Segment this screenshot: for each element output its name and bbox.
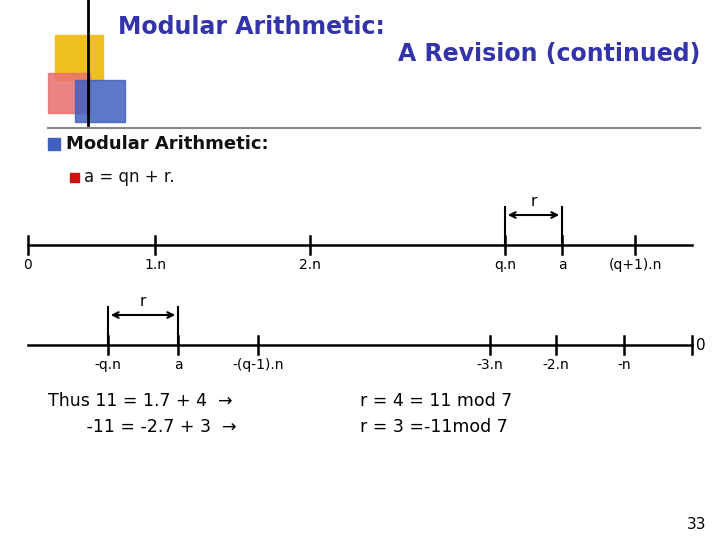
Text: -3.n: -3.n: [477, 358, 503, 372]
Text: -n: -n: [617, 358, 631, 372]
Text: 1.n: 1.n: [144, 258, 166, 272]
Text: r = 3 =-11mod 7: r = 3 =-11mod 7: [360, 418, 508, 436]
Text: 0: 0: [24, 258, 32, 272]
Text: q.n: q.n: [494, 258, 516, 272]
Text: Modular Arithmetic:: Modular Arithmetic:: [66, 135, 269, 153]
Text: A Revision (continued): A Revision (continued): [397, 42, 700, 66]
Bar: [55, 35, 103, 80]
Text: r = 4 = 11 mod 7: r = 4 = 11 mod 7: [360, 392, 512, 410]
Text: -11 = -2.7 + 3  →: -11 = -2.7 + 3 →: [48, 418, 236, 436]
Bar: [70, 173, 79, 182]
Text: 0: 0: [696, 338, 706, 353]
Bar: [48, 73, 90, 113]
Text: -2.n: -2.n: [543, 358, 570, 372]
Text: -(q-1).n: -(q-1).n: [233, 358, 284, 372]
Text: r: r: [531, 194, 536, 209]
Text: Thus 11 = 1.7 + 4  →: Thus 11 = 1.7 + 4 →: [48, 392, 233, 410]
Text: r: r: [140, 294, 146, 309]
Text: Modular Arithmetic:: Modular Arithmetic:: [118, 15, 385, 39]
Text: a: a: [174, 358, 182, 372]
Text: a: a: [558, 258, 567, 272]
Text: 2.n: 2.n: [299, 258, 321, 272]
Text: 33: 33: [686, 517, 706, 532]
Bar: [48, 138, 60, 150]
Text: (q+1).n: (q+1).n: [608, 258, 662, 272]
Text: a = qn + r.: a = qn + r.: [84, 168, 174, 186]
Bar: [75, 80, 125, 122]
Text: -q.n: -q.n: [94, 358, 122, 372]
